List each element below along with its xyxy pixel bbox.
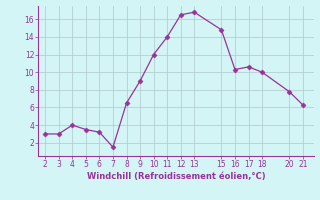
X-axis label: Windchill (Refroidissement éolien,°C): Windchill (Refroidissement éolien,°C)	[87, 172, 265, 181]
